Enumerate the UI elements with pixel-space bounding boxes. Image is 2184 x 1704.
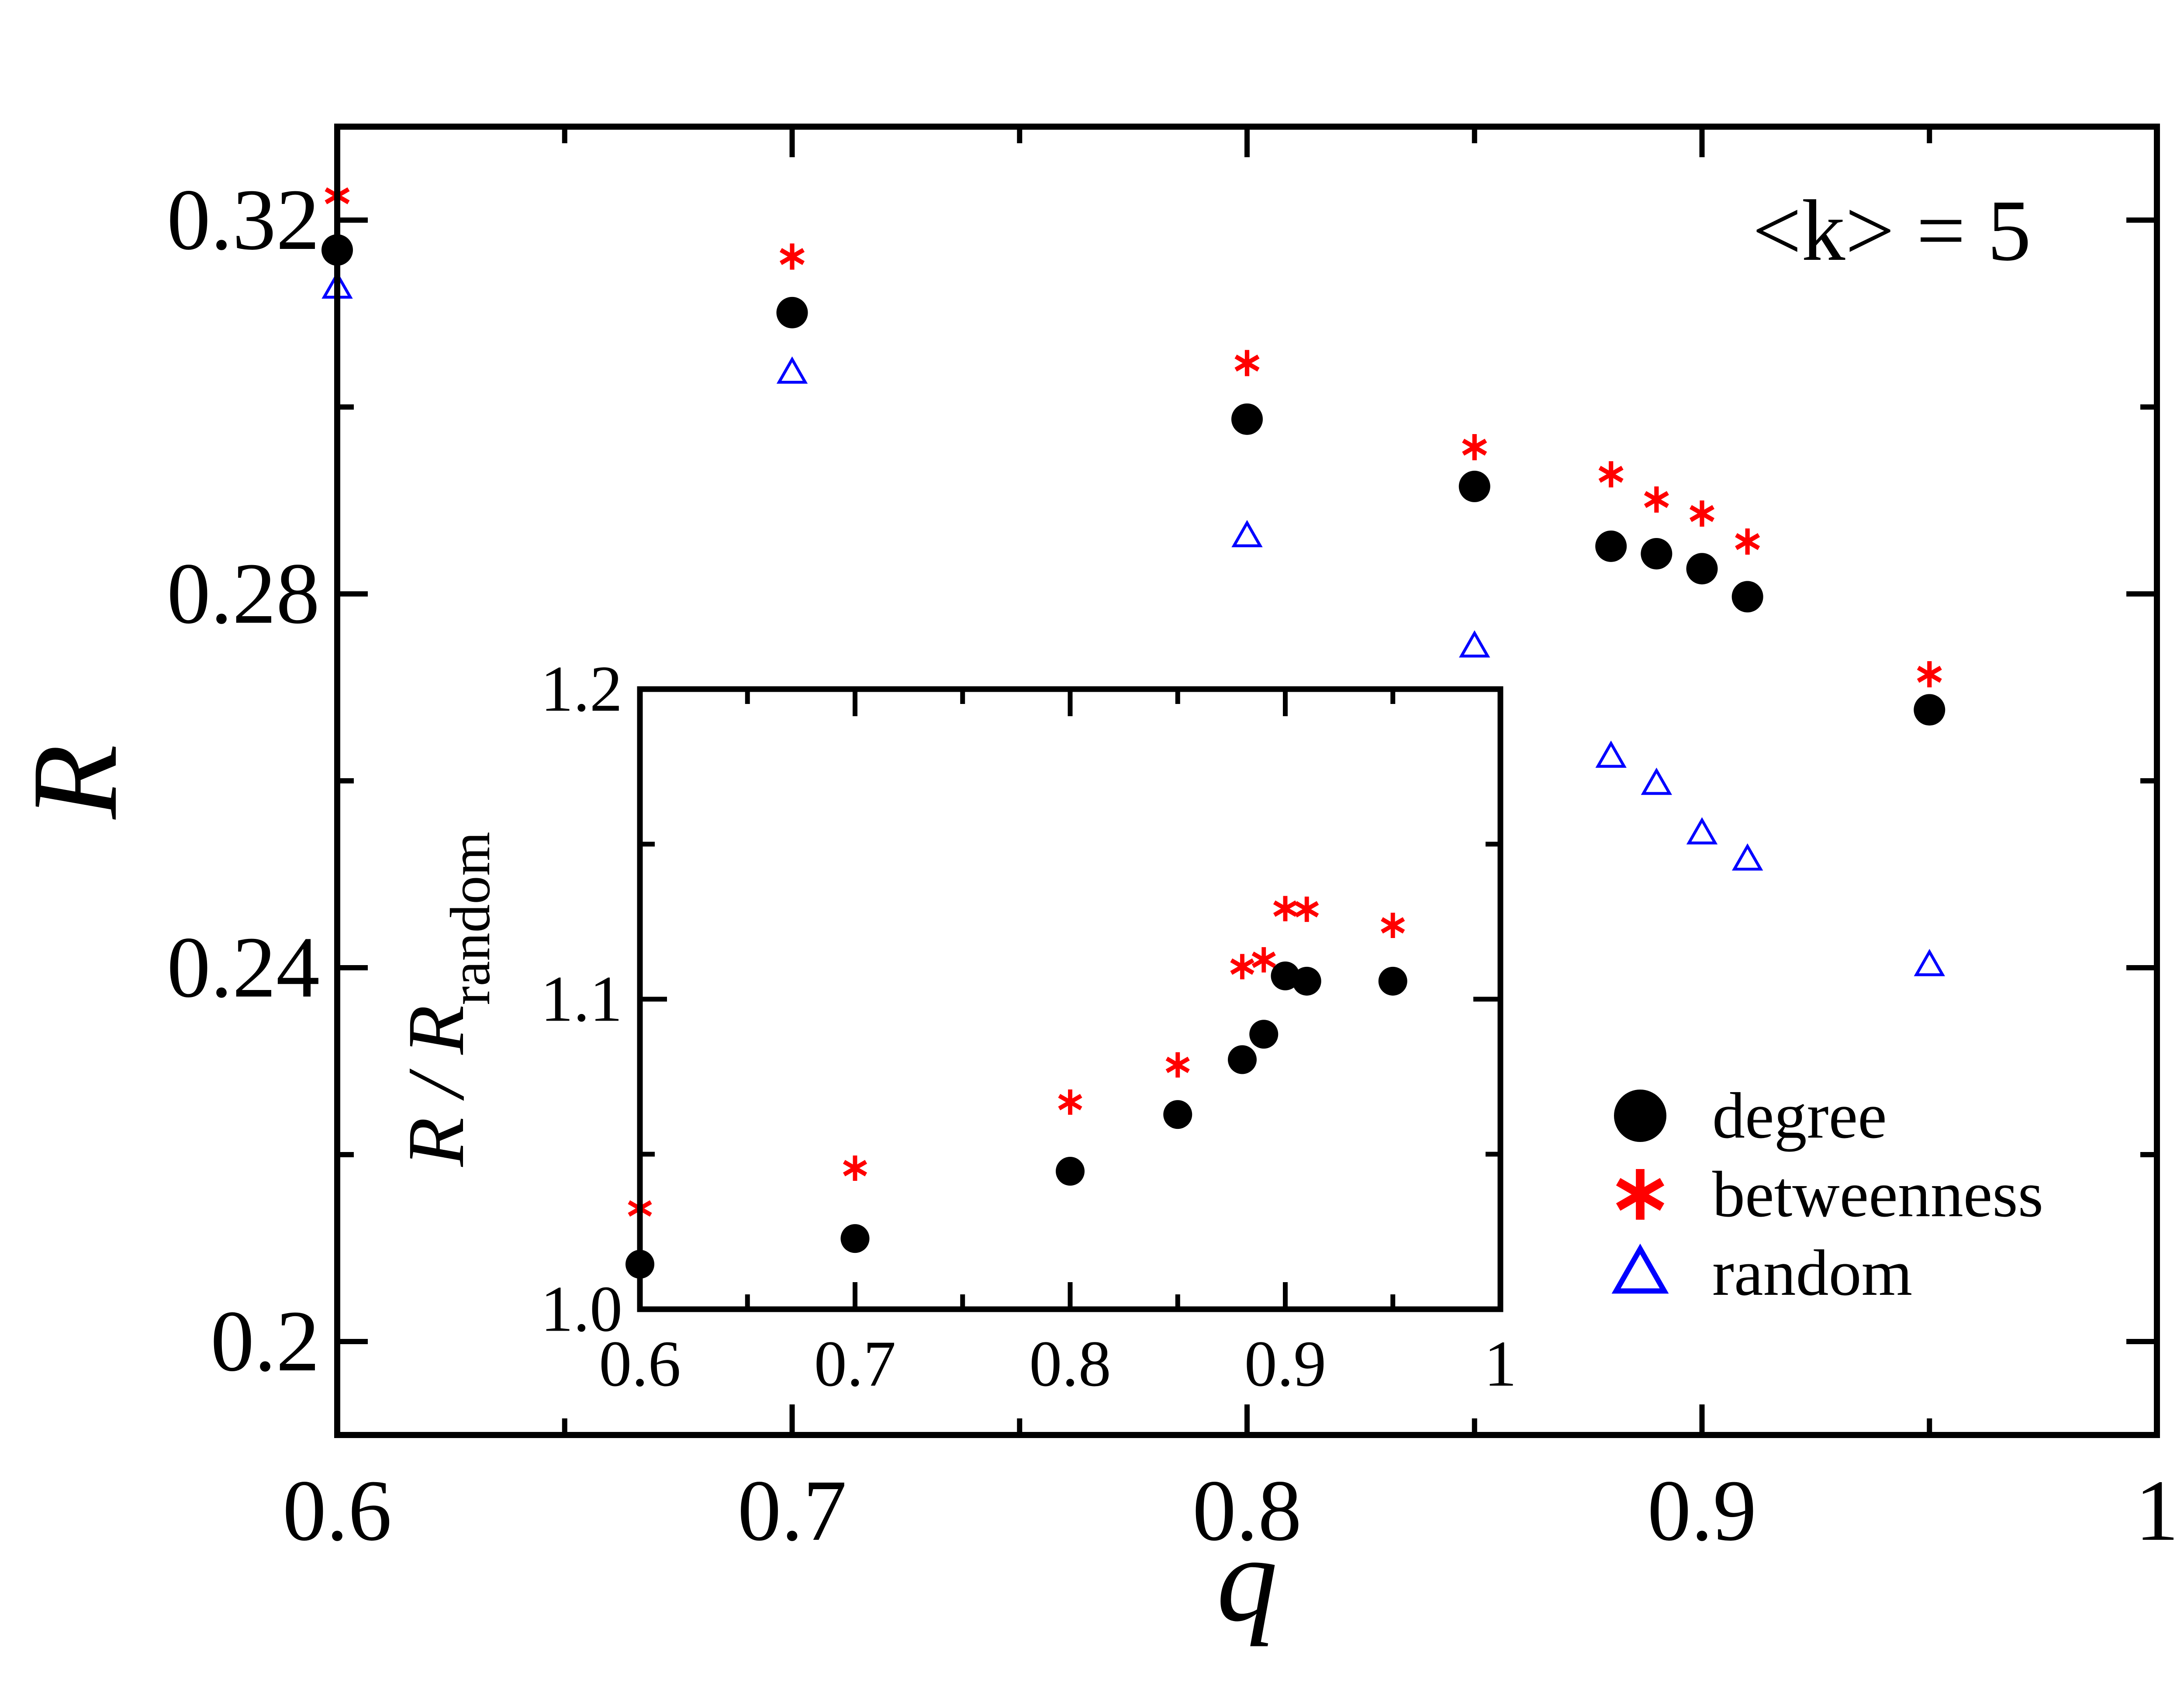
main-point-betweenness — [1462, 434, 1487, 461]
main-point-betweenness — [1598, 461, 1624, 488]
main-point-degree — [1595, 530, 1627, 562]
inset-series-layer — [625, 896, 1407, 1279]
main-ytick-label: 0.2 — [211, 1293, 320, 1390]
inset-point-degree — [1292, 966, 1321, 996]
inset-ytick-label: 1.2 — [541, 653, 623, 725]
main-point-betweenness — [1234, 350, 1260, 376]
main-point-betweenness — [1644, 486, 1669, 513]
inset-point-betweenness — [1381, 913, 1405, 938]
legend-label-betweenness: betweenness — [1712, 1158, 2043, 1231]
main-xtick-label: 0.8 — [1192, 1463, 1302, 1559]
legend-marker-random — [1611, 1243, 1669, 1294]
main-ytick-label: 0.28 — [167, 545, 320, 642]
inset-point-degree — [1249, 1020, 1279, 1049]
inset-point-degree — [1163, 1100, 1192, 1129]
main-point-degree — [1641, 538, 1673, 569]
inset-point-betweenness — [1058, 1089, 1082, 1115]
inset-xtick-label: 0.8 — [1029, 1328, 1111, 1400]
inset-point-degree — [1378, 966, 1407, 996]
inset-background — [640, 689, 1500, 1309]
inset-y-axis-label-main: R / R — [391, 1005, 481, 1167]
main-point-random — [1595, 740, 1627, 768]
main-xtick-label: 0.7 — [738, 1463, 847, 1559]
annotation-k: <k> = 5 — [1752, 183, 2031, 279]
inset-point-degree — [1271, 961, 1300, 990]
main-xtick-label: 1 — [2135, 1463, 2179, 1559]
inset-ticks — [637, 686, 1503, 1312]
main-ytick-label: 0.24 — [167, 919, 320, 1016]
inset-point-degree — [1228, 1045, 1257, 1074]
main-x-axis-label: q — [1216, 1511, 1278, 1647]
inset-xtick-label: 1 — [1484, 1328, 1517, 1400]
main-point-degree — [1731, 581, 1763, 613]
main-point-degree — [1914, 694, 1946, 726]
legend-label-random: random — [1712, 1237, 1912, 1309]
inset-point-betweenness — [1251, 947, 1276, 973]
legend-marker-degree — [1614, 1090, 1666, 1142]
inset-point-betweenness — [1295, 897, 1319, 922]
inset-ytick-label: 1.1 — [541, 963, 623, 1035]
main-point-degree — [776, 297, 808, 328]
main-y-axis-label: R — [7, 744, 142, 821]
legend-marker-betweenness — [1616, 1169, 1665, 1220]
main-point-degree — [1458, 470, 1490, 502]
main-ticks — [335, 127, 2160, 1435]
main-point-random — [1731, 843, 1763, 871]
inset-tick-labels: 0.6 0.7 0.8 0.9 1 1.0 1.1 1.2 — [541, 653, 1517, 1400]
inset-plot: 0.6 0.7 0.8 0.9 1 1.0 1.1 1.2 R / Rrandom — [391, 653, 1517, 1400]
inset-point-betweenness — [1230, 954, 1254, 980]
main-point-degree — [1231, 403, 1263, 435]
main-ytick-label: 0.32 — [167, 172, 320, 268]
main-point-random — [1231, 520, 1263, 548]
main-xtick-label: 0.6 — [283, 1463, 392, 1559]
inset-xtick-label: 0.9 — [1244, 1328, 1327, 1400]
inset-xtick-label: 0.7 — [814, 1328, 896, 1400]
main-xtick-label: 0.9 — [1648, 1463, 1757, 1559]
main-point-random — [1914, 949, 1945, 976]
main-tick-labels: 0.6 0.7 0.8 0.9 1 0.2 0.24 0.28 0.32 — [167, 172, 2179, 1559]
main-point-degree — [1686, 553, 1718, 585]
main-point-random — [776, 356, 808, 384]
main-point-random — [1686, 817, 1718, 845]
main-point-betweenness — [1689, 500, 1715, 527]
inset-point-degree — [840, 1224, 870, 1253]
main-point-betweenness — [1917, 661, 1942, 688]
main-point-betweenness — [779, 243, 805, 270]
inset-point-betweenness — [1273, 896, 1298, 921]
main-point-random — [1641, 767, 1673, 795]
legend-label-degree: degree — [1712, 1080, 1887, 1152]
inset-point-betweenness — [843, 1155, 867, 1181]
inset-y-axis-label: R / Rrandom — [391, 831, 502, 1167]
main-plot: 0.6 0.7 0.8 0.9 1 0.2 0.24 0.28 0.32 q R <k> = 5 — [7, 124, 2179, 1647]
inset-point-betweenness — [1165, 1052, 1190, 1078]
main-point-random — [1459, 630, 1490, 658]
inset-point-degree — [1056, 1157, 1085, 1186]
inset-y-axis-label-sub: random — [439, 831, 502, 1005]
inset-ytick-label: 1.0 — [541, 1273, 623, 1345]
main-point-betweenness — [1735, 528, 1760, 555]
main-series-layer — [321, 183, 1946, 976]
inset-xtick-label: 0.6 — [599, 1328, 681, 1400]
